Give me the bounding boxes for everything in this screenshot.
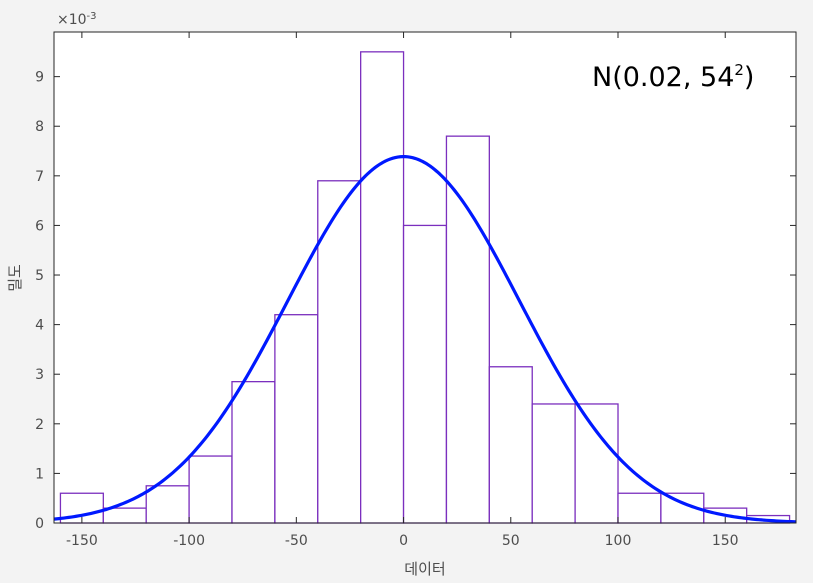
x-tick-label: -50 (285, 533, 308, 549)
histogram-bar-2 (145, 485, 190, 524)
y-tick-label: 0 (35, 516, 44, 532)
x-tick-label: 50 (502, 533, 520, 549)
histogram-bar-1 (102, 507, 147, 524)
x-tick-label: 0 (399, 533, 408, 549)
annotation-suffix: ) (744, 62, 755, 93)
distribution-annotation: N(0.02, 542) (592, 61, 754, 93)
x-tick-label: -150 (66, 533, 98, 549)
y-exponent-label: ×10-3 (57, 11, 97, 28)
annotation-background (582, 48, 782, 100)
y-tick-label: 6 (35, 218, 44, 234)
x-axis-title: 데이터 (404, 560, 445, 578)
annotation-main: N(0.02, 54 (592, 62, 734, 93)
x-tick-label: 150 (712, 533, 739, 549)
histogram-bar-8 (402, 224, 448, 524)
exponent-power: -3 (87, 11, 97, 22)
y-tick-label: 8 (35, 119, 44, 135)
histogram-bar-3 (188, 455, 233, 524)
annotation-superscript: 2 (734, 61, 744, 79)
histogram-bar-9 (445, 135, 490, 524)
x-tick-label: -100 (173, 533, 205, 549)
y-tick-label: 5 (35, 268, 44, 284)
y-tick-label: 4 (35, 318, 44, 334)
normal-pdf-curve (53, 155, 797, 524)
histogram-bar-4 (231, 381, 276, 524)
x-tick-label: 100 (605, 533, 632, 549)
histogram-bar-11 (531, 403, 576, 524)
exponent-base: ×10 (57, 12, 87, 28)
y-tick-label: 1 (35, 466, 44, 482)
y-axis-title: 밀도 (6, 264, 24, 292)
y-tick-label: 7 (35, 169, 44, 185)
y-tick-label: 9 (35, 70, 44, 86)
y-tick-label: 2 (35, 417, 44, 433)
histogram-bar-10 (488, 366, 533, 524)
histogram-bar-12 (574, 403, 619, 524)
axes-box (53, 31, 797, 524)
histogram-bar-6 (317, 180, 362, 524)
y-tick-label: 3 (35, 367, 44, 383)
histogram-bar-7 (360, 51, 405, 524)
histogram-bar-5 (274, 314, 319, 524)
histogram-bar-13 (617, 492, 662, 524)
